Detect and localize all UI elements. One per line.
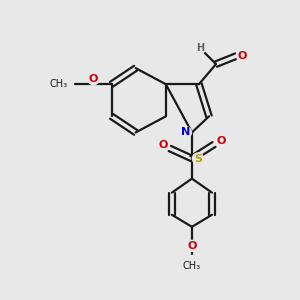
Text: O: O [216,136,226,146]
Circle shape [157,140,168,151]
Text: N: N [181,128,190,137]
Circle shape [62,79,73,90]
Text: CH₃: CH₃ [183,261,201,271]
Circle shape [88,74,99,85]
Text: O: O [158,140,167,151]
Circle shape [186,256,197,266]
Circle shape [194,43,206,54]
Text: O: O [237,51,247,61]
Circle shape [186,240,197,251]
Text: O: O [187,241,196,251]
Text: CH₃: CH₃ [49,79,68,89]
Text: O: O [89,74,98,84]
Circle shape [237,51,248,62]
Text: H: H [196,43,204,53]
Circle shape [215,136,226,147]
Text: S: S [194,154,202,164]
Circle shape [180,127,191,138]
Circle shape [192,153,203,164]
